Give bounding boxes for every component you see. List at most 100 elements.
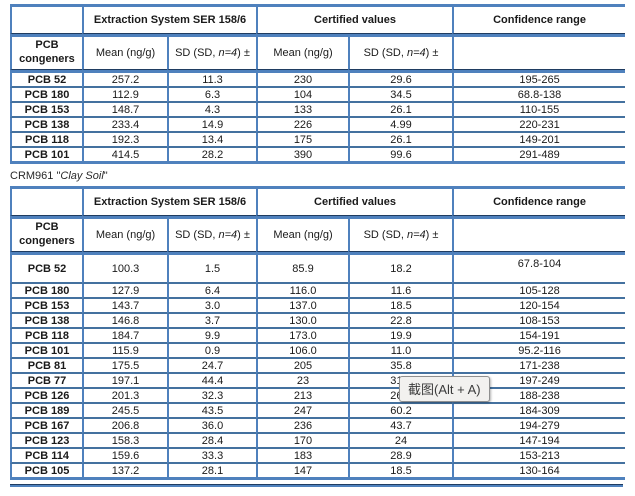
- value-cell: 154-191: [452, 329, 626, 344]
- value-cell: 44.4: [167, 374, 256, 389]
- value-cell: 32.3: [167, 389, 256, 404]
- row-label: PCB 52: [10, 252, 82, 284]
- value-cell: 0.9: [167, 344, 256, 359]
- value-cell: 85.9: [256, 252, 348, 284]
- row-label: PCB 77: [10, 374, 82, 389]
- value-cell: 14.9: [167, 118, 256, 133]
- value-cell: 95.2-116: [452, 344, 626, 359]
- value-cell: 414.5: [82, 148, 167, 161]
- value-cell: 100.3: [82, 252, 167, 284]
- group-header-confidence: Confidence range: [452, 7, 626, 34]
- value-cell: 106.0: [256, 344, 348, 359]
- col-header-sd: SD (SD, n=4) ±: [167, 216, 256, 252]
- value-cell: 197.1: [82, 374, 167, 389]
- row-label: PCB 138: [10, 118, 82, 133]
- row-label: PCB 153: [10, 299, 82, 314]
- value-cell: 23: [256, 374, 348, 389]
- sub-header-row: PCB congeners Mean (ng/g) SD (SD, n=4) ± …: [10, 34, 626, 70]
- col-header-mean: Mean (ng/g): [82, 216, 167, 252]
- row-label: PCB 114: [10, 449, 82, 464]
- col-header-sd: SD (SD, n=4) ±: [167, 34, 256, 70]
- group-header-row: Extraction System SER 158/6 Certified va…: [10, 7, 626, 34]
- value-cell: 175.5: [82, 359, 167, 374]
- value-cell: 146.8: [82, 314, 167, 329]
- group-header-row: Extraction System SER 158/6 Certified va…: [10, 189, 626, 216]
- table-row: PCB 180 127.9 6.4 116.0 11.6 105-128: [10, 284, 626, 299]
- value-cell: 68.8-138: [452, 88, 626, 103]
- col-header-pcb-congeners: PCB congeners: [10, 216, 82, 252]
- group-header-empty: [10, 7, 82, 34]
- value-cell: 120-154: [452, 299, 626, 314]
- value-cell: 6.4: [167, 284, 256, 299]
- table-row: PCB 153 148.7 4.3 133 26.1 110-155: [10, 103, 626, 118]
- value-cell: 110-155: [452, 103, 626, 118]
- value-cell: 175: [256, 133, 348, 148]
- value-cell: 127.9: [82, 284, 167, 299]
- row-label: PCB 81: [10, 359, 82, 374]
- table-row: PCB 101 414.5 28.2 390 99.6 291-489: [10, 148, 625, 161]
- value-cell: 195-265: [452, 70, 626, 88]
- value-cell: 206.8: [82, 419, 167, 434]
- row-label: PCB 101: [10, 344, 82, 359]
- row-label: PCB 189: [10, 404, 82, 419]
- value-cell: 18.2: [348, 252, 453, 284]
- value-cell: 184-309: [452, 404, 626, 419]
- table-row: PCB 123 158.3 28.4 170 24 147-194: [10, 434, 626, 449]
- sub-header-row: PCB congeners Mean (ng/g) SD (SD, n=4) ± …: [10, 216, 626, 252]
- results-table-2: Extraction System SER 158/6 Certified va…: [10, 186, 626, 480]
- value-cell: 28.4: [167, 434, 256, 449]
- value-cell: 29.6: [348, 70, 453, 88]
- value-cell: 291-489: [452, 148, 625, 161]
- value-cell: 99.6: [348, 148, 452, 161]
- value-cell: 137.0: [256, 299, 348, 314]
- value-cell: 257.2: [82, 70, 167, 88]
- row-label: PCB 138: [10, 314, 82, 329]
- value-cell: 4.99: [348, 118, 453, 133]
- value-cell: 147: [256, 464, 348, 477]
- value-cell: 137.2: [82, 464, 167, 477]
- group-header-certified: Certified values: [256, 7, 453, 34]
- value-cell: 130.0: [256, 314, 348, 329]
- value-cell: 116.0: [256, 284, 348, 299]
- value-cell: 35.8: [348, 359, 453, 374]
- value-cell: 194-279: [452, 419, 626, 434]
- value-cell: 170: [256, 434, 348, 449]
- value-cell: 24.7: [167, 359, 256, 374]
- value-cell: 133: [256, 103, 348, 118]
- value-cell: 115.9: [82, 344, 167, 359]
- value-cell: 24: [348, 434, 453, 449]
- row-label: PCB 153: [10, 103, 82, 118]
- row-label: PCB 180: [10, 284, 82, 299]
- value-cell: 205: [256, 359, 348, 374]
- value-cell: 6.3: [167, 88, 256, 103]
- value-cell: 192.3: [82, 133, 167, 148]
- value-cell: 230: [256, 70, 348, 88]
- value-cell: 43.7: [348, 419, 453, 434]
- group-header-extraction: Extraction System SER 158/6: [82, 7, 256, 34]
- value-cell: 147-194: [452, 434, 626, 449]
- value-cell: 34.5: [348, 88, 453, 103]
- value-cell: 18.5: [348, 299, 453, 314]
- table-row: PCB 52 100.3 1.5 85.9 18.2 67.8-104: [10, 252, 626, 284]
- value-cell: 22.8: [348, 314, 453, 329]
- col-header-confidence-empty: [452, 34, 626, 70]
- section-label-crm961: CRM961 "Clay Soil": [10, 170, 108, 182]
- value-cell: 36.0: [167, 419, 256, 434]
- value-cell: 11.6: [348, 284, 453, 299]
- table-row: PCB 118 192.3 13.4 175 26.1 149-201: [10, 133, 626, 148]
- row-label: PCB 180: [10, 88, 82, 103]
- value-cell: 104: [256, 88, 348, 103]
- value-cell: 213: [256, 389, 348, 404]
- row-label: PCB 167: [10, 419, 82, 434]
- results-table-1: Extraction System SER 158/6 Certified va…: [10, 4, 626, 164]
- group-header-extraction: Extraction System SER 158/6: [82, 189, 256, 216]
- value-cell: 233.4: [82, 118, 167, 133]
- value-cell: 184.7: [82, 329, 167, 344]
- table-row: PCB 153 143.7 3.0 137.0 18.5 120-154: [10, 299, 626, 314]
- value-cell: 149-201: [452, 133, 626, 148]
- value-cell: 33.3: [167, 449, 256, 464]
- value-cell: 43.5: [167, 404, 256, 419]
- table-row: PCB 52 257.2 11.3 230 29.6 195-265: [10, 70, 626, 88]
- value-cell: 11.0: [348, 344, 453, 359]
